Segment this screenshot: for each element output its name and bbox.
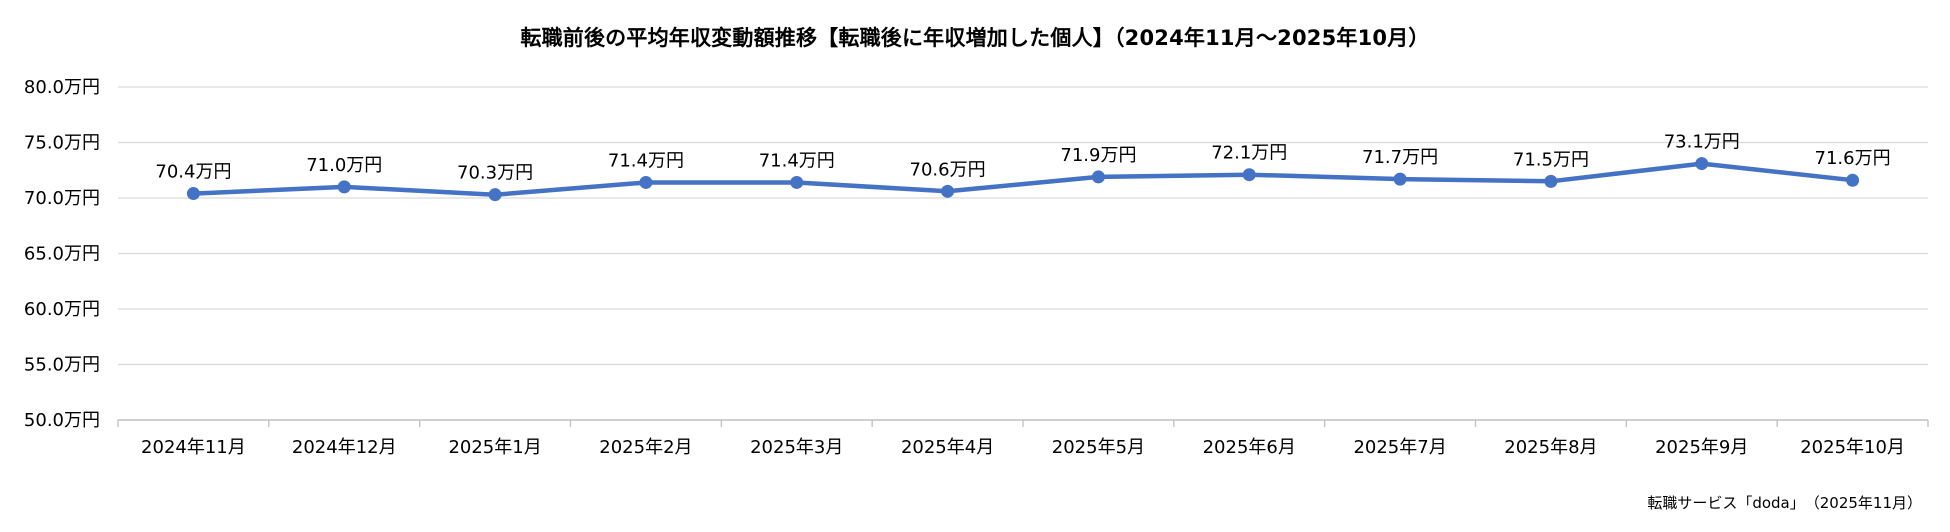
data-point [1393, 172, 1407, 186]
data-label: 71.0万円 [306, 155, 382, 176]
data-point [790, 175, 804, 189]
y-tick-label: 70.0万円 [24, 188, 100, 209]
data-label: 71.6万円 [1815, 148, 1891, 169]
x-axis [117, 419, 1929, 427]
y-axis-ticks: 50.0万円 55.0万円 60.0万円 65.0万円 70.0万円 75.0万円 80.0… [24, 77, 100, 431]
x-tick-label: 2025年6月 [1203, 437, 1296, 458]
x-tick-label: 2024年11月 [141, 437, 246, 458]
y-tick-label: 60.0万円 [24, 299, 100, 320]
data-labels: 70.4万円 71.0万円 70.3万円 71.4万円 71.4万円 70.6万円 71.9… [155, 132, 1890, 184]
x-tick-label: 2025年8月 [1504, 437, 1597, 458]
y-tick-label: 80.0万円 [24, 77, 100, 98]
data-point [1695, 157, 1709, 171]
data-point [1091, 170, 1105, 184]
y-tick-label: 75.0万円 [24, 133, 100, 154]
source-note: 転職サービス「doda」 （2025年11月） [1647, 494, 1922, 512]
data-point [941, 184, 955, 198]
gridlines [118, 86, 1928, 366]
data-label: 71.9万円 [1060, 145, 1136, 166]
data-label: 71.4万円 [759, 150, 835, 171]
x-tick-label: 2025年5月 [1052, 437, 1145, 458]
data-point [1544, 174, 1558, 188]
data-label: 70.3万円 [457, 163, 533, 184]
data-label: 71.4万円 [608, 150, 684, 171]
data-label: 70.4万円 [155, 162, 231, 183]
x-tick-label: 2025年10月 [1800, 437, 1905, 458]
x-tick-label: 2025年2月 [599, 437, 692, 458]
y-tick-label: 55.0万円 [24, 355, 100, 376]
y-tick-label: 65.0万円 [24, 244, 100, 265]
x-tick-label: 2025年9月 [1655, 437, 1748, 458]
x-tick-label: 2025年4月 [901, 437, 994, 458]
data-label: 70.6万円 [910, 159, 986, 180]
chart-title: 転職前後の平均年収変動額推移【転職後に年収増加した個人】（2024年11月～20… [520, 26, 1430, 50]
data-point [639, 175, 653, 189]
data-point [488, 188, 502, 202]
data-point [186, 187, 200, 201]
x-axis-ticks: 2024年11月 2024年12月 2025年1月 2025年2月 2025年3月 202… [141, 437, 1905, 458]
data-point [337, 180, 351, 194]
y-tick-label: 50.0万円 [24, 410, 100, 431]
data-label: 71.5万円 [1513, 149, 1589, 170]
series-line-group [186, 157, 1860, 202]
x-tick-label: 2025年7月 [1353, 437, 1446, 458]
x-tick-label: 2025年1月 [448, 437, 541, 458]
x-tick-label: 2025年3月 [750, 437, 843, 458]
data-label: 71.7万円 [1362, 147, 1438, 168]
series-line [191, 161, 1855, 197]
data-point [1846, 173, 1860, 187]
data-label: 72.1万円 [1211, 143, 1287, 164]
data-point [1242, 168, 1256, 182]
x-tick-label: 2024年12月 [292, 437, 397, 458]
data-label: 73.1万円 [1664, 132, 1740, 153]
